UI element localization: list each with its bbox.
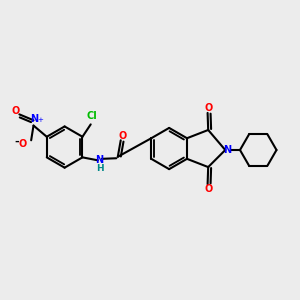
Text: H: H — [96, 164, 104, 173]
Text: O: O — [205, 184, 213, 194]
Text: O: O — [18, 139, 26, 149]
Text: N: N — [95, 155, 104, 165]
Text: -: - — [14, 137, 19, 147]
Text: O: O — [119, 130, 127, 141]
Text: Cl: Cl — [87, 111, 98, 121]
Text: O: O — [205, 103, 213, 112]
Text: +: + — [37, 117, 43, 123]
Text: O: O — [12, 106, 20, 116]
Text: N: N — [224, 145, 232, 155]
Text: N: N — [30, 114, 38, 124]
